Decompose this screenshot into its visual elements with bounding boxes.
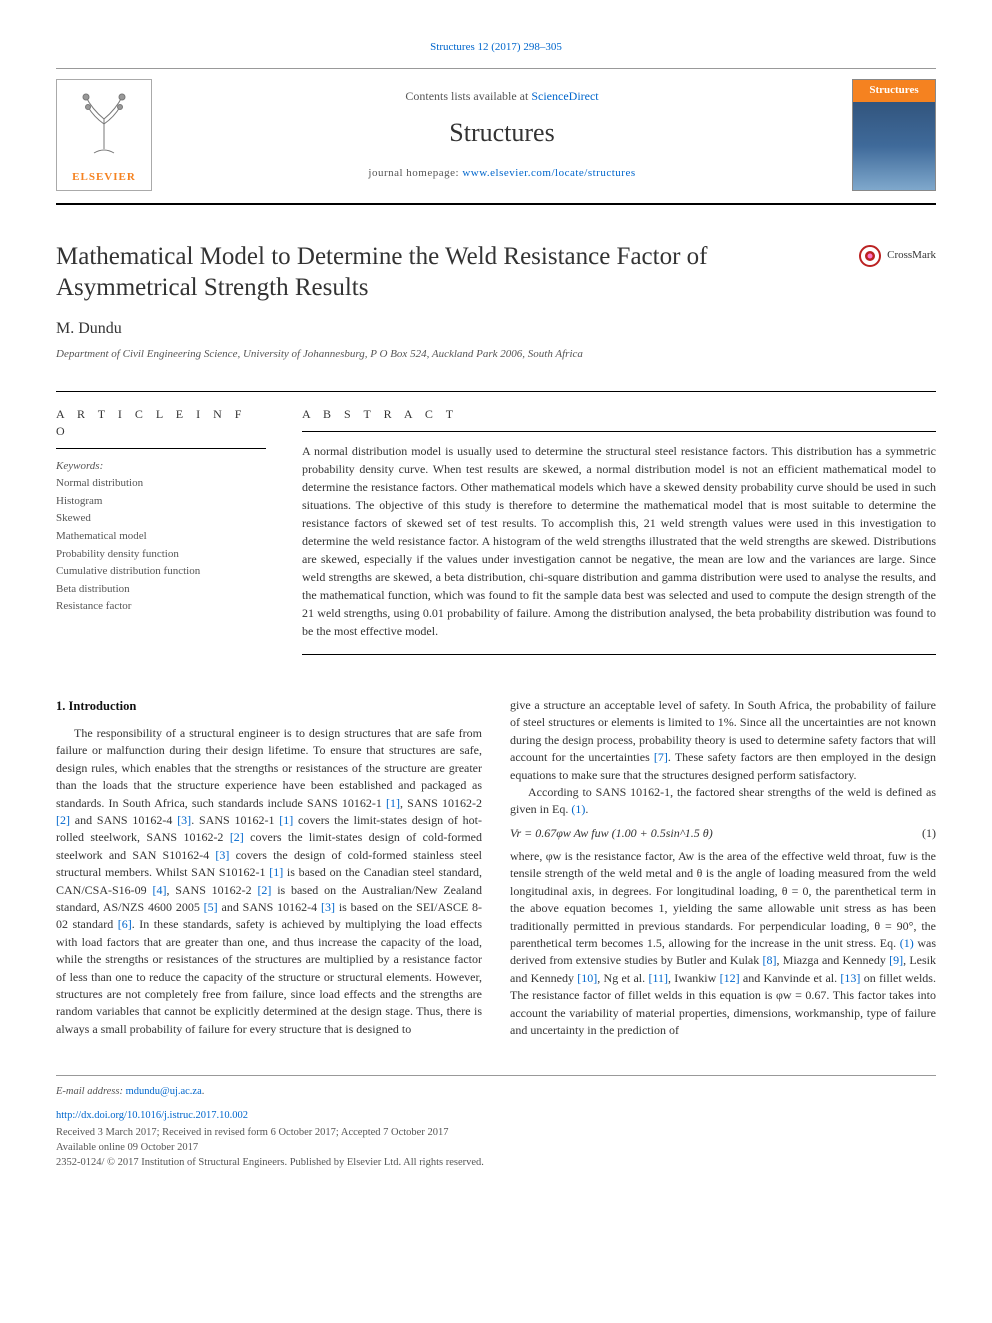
body-paragraph: The responsibility of a structural engin… bbox=[56, 725, 482, 1038]
keywords-head: Keywords: bbox=[56, 459, 266, 475]
ref-link[interactable]: [3] bbox=[321, 900, 335, 914]
equation: Vr = 0.67φw Aw fuw (1.00 + 0.5sin^1.5 θ) bbox=[510, 825, 713, 842]
sciencedirect-link[interactable]: ScienceDirect bbox=[531, 89, 598, 103]
ref-link[interactable]: [8] bbox=[763, 953, 777, 967]
keyword: Probability density function bbox=[56, 546, 266, 564]
ref-link[interactable]: [3] bbox=[215, 848, 229, 862]
elsevier-tree-icon bbox=[74, 80, 134, 168]
section-heading-intro: 1. Introduction bbox=[56, 697, 482, 715]
issue-link[interactable]: Structures 12 (2017) 298–305 bbox=[56, 40, 936, 56]
keyword: Normal distribution bbox=[56, 475, 266, 493]
keyword: Cumulative distribution function bbox=[56, 563, 266, 581]
keyword: Resistance factor bbox=[56, 598, 266, 616]
author-name: M. Dundu bbox=[56, 317, 936, 340]
abstract-head: A B S T R A C T bbox=[302, 392, 936, 432]
article-title: Mathematical Model to Determine the Weld… bbox=[56, 241, 847, 304]
doi-link[interactable]: http://dx.doi.org/10.1016/j.istruc.2017.… bbox=[56, 1108, 936, 1123]
ref-link[interactable]: [3] bbox=[177, 813, 191, 827]
article-info-head: A R T I C L E I N F O bbox=[56, 392, 266, 450]
ref-link[interactable]: [1] bbox=[279, 813, 293, 827]
equation-row: Vr = 0.67φw Aw fuw (1.00 + 0.5sin^1.5 θ)… bbox=[510, 825, 936, 842]
cover-title: Structures bbox=[853, 80, 935, 102]
ref-link[interactable]: [1] bbox=[269, 865, 283, 879]
available-online: Available online 09 October 2017 bbox=[56, 1140, 936, 1155]
author-email-link[interactable]: mdundu@uj.ac.za bbox=[126, 1086, 202, 1097]
ref-link[interactable]: [2] bbox=[56, 813, 70, 827]
article-info-column: A R T I C L E I N F O Keywords: Normal d… bbox=[56, 392, 266, 655]
journal-header: ELSEVIER Contents lists available at Sci… bbox=[56, 68, 936, 205]
body-paragraph: where, φw is the resistance factor, Aw i… bbox=[510, 848, 936, 1039]
journal-cover[interactable]: Structures bbox=[852, 79, 936, 191]
abstract-column: A B S T R A C T A normal distribution mo… bbox=[302, 392, 936, 655]
keywords-list: Normal distribution Histogram Skewed Mat… bbox=[56, 475, 266, 616]
ref-link[interactable]: [9] bbox=[889, 953, 903, 967]
contents-line: Contents lists available at ScienceDirec… bbox=[168, 88, 836, 105]
ref-link[interactable]: [1] bbox=[386, 796, 400, 810]
eq-ref-link[interactable]: (1) bbox=[900, 936, 914, 950]
ref-link[interactable]: [2] bbox=[257, 883, 271, 897]
copyright-line: 2352-0124/ © 2017 Institution of Structu… bbox=[56, 1155, 936, 1170]
ref-link[interactable]: [4] bbox=[152, 883, 166, 897]
keyword: Histogram bbox=[56, 493, 266, 511]
ref-link[interactable]: [10] bbox=[577, 971, 597, 985]
equation-number: (1) bbox=[922, 825, 936, 842]
keyword: Skewed bbox=[56, 510, 266, 528]
ref-link[interactable]: [5] bbox=[204, 900, 218, 914]
keyword: Mathematical model bbox=[56, 528, 266, 546]
abstract-text: A normal distribution model is usually u… bbox=[302, 442, 936, 640]
journal-homepage-link[interactable]: www.elsevier.com/locate/structures bbox=[462, 167, 635, 179]
publisher-name: ELSEVIER bbox=[72, 168, 136, 190]
crossmark-badge[interactable]: CrossMark bbox=[859, 245, 936, 267]
abstract-rule bbox=[302, 654, 936, 655]
ref-link[interactable]: [11] bbox=[648, 971, 668, 985]
body-paragraph: According to SANS 10162-1, the factored … bbox=[510, 784, 936, 819]
article-body: 1. Introduction The responsibility of a … bbox=[56, 697, 936, 1039]
journal-name: Structures bbox=[168, 114, 836, 152]
email-line: E-mail address: mdundu@uj.ac.za. bbox=[56, 1084, 936, 1099]
body-paragraph: give a structure an acceptable level of … bbox=[510, 697, 936, 784]
article-footer: E-mail address: mdundu@uj.ac.za. http://… bbox=[56, 1075, 936, 1170]
ref-link[interactable]: [6] bbox=[118, 917, 132, 931]
ref-link[interactable]: [12] bbox=[720, 971, 740, 985]
keyword: Beta distribution bbox=[56, 581, 266, 599]
ref-link[interactable]: [13] bbox=[840, 971, 860, 985]
publisher-logo[interactable]: ELSEVIER bbox=[56, 79, 152, 191]
crossmark-label: CrossMark bbox=[887, 248, 936, 264]
ref-link[interactable]: [7] bbox=[654, 750, 668, 764]
crossmark-icon bbox=[859, 245, 881, 267]
eq-ref-link[interactable]: (1) bbox=[571, 802, 585, 816]
author-affiliation: Department of Civil Engineering Science,… bbox=[56, 347, 936, 363]
homepage-line: journal homepage: www.elsevier.com/locat… bbox=[168, 166, 836, 182]
ref-link[interactable]: [2] bbox=[230, 830, 244, 844]
article-dates: Received 3 March 2017; Received in revis… bbox=[56, 1125, 936, 1140]
